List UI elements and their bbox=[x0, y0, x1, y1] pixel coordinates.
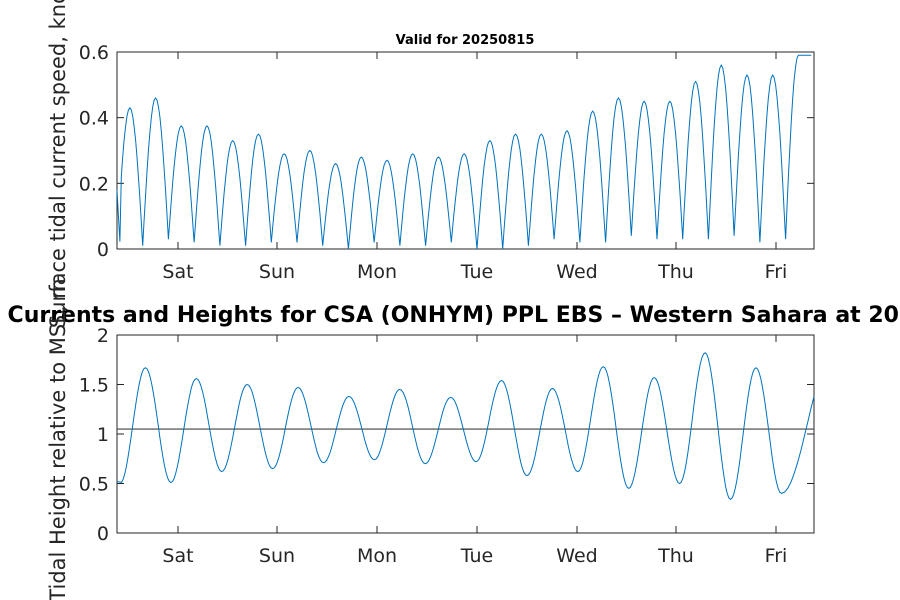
figure-main-title: Tidal Currents and Heights for CSA (ONHY… bbox=[0, 303, 900, 328]
x-tick-label-day: Wed bbox=[556, 545, 597, 567]
y-tick-label: 1 bbox=[97, 424, 109, 446]
y-tick-label: 0.4 bbox=[79, 108, 109, 130]
top-x-ticks: Sat Sun Mon Tue Wed Thu Fri bbox=[162, 52, 787, 283]
x-tick-label-day: Wed bbox=[556, 261, 597, 283]
top-y-axis-label: Surface tidal current speed, knots bbox=[46, 0, 70, 328]
x-tick-label-day: Fri bbox=[765, 545, 788, 567]
x-tick-label-day: Mon bbox=[357, 261, 397, 283]
top-y-ticks: 0 0.2 0.4 0.6 bbox=[79, 42, 814, 261]
bottom-y-ticks: 0 0.5 1 1.5 2 bbox=[79, 325, 814, 545]
tidal-height-panel: 0 0.5 1 1.5 2 Sat Sun Mon Tue Wed Thu Fri Tidal He… bbox=[46, 278, 815, 600]
y-tick-label: 0 bbox=[97, 523, 109, 545]
y-tick-label: 2 bbox=[97, 325, 109, 347]
top-axes-box bbox=[116, 51, 815, 250]
y-tick-label: 1.5 bbox=[79, 375, 109, 397]
x-tick-label-day: Mon bbox=[357, 545, 397, 567]
x-tick-label-day: Thu bbox=[657, 261, 694, 283]
y-tick-label: 0.5 bbox=[79, 474, 109, 496]
x-tick-label-day: Sun bbox=[259, 545, 295, 567]
bottom-x-ticks: Sat Sun Mon Tue Wed Thu Fri bbox=[162, 335, 787, 567]
y-tick-label: 0 bbox=[97, 239, 109, 261]
bottom-y-axis-label: Tidal Height relative to MSL, m bbox=[46, 278, 70, 600]
top-chart-title: Valid for 20250815 bbox=[396, 33, 535, 48]
x-tick-label-day: Sun bbox=[259, 261, 295, 283]
x-tick-label-day: Sat bbox=[162, 545, 193, 567]
x-tick-label-day: Thu bbox=[657, 545, 694, 567]
x-tick-label-day: Fri bbox=[765, 261, 788, 283]
x-tick-label-day: Tue bbox=[460, 545, 493, 567]
current-speed-series-line bbox=[116, 54, 812, 250]
x-tick-label-day: Tue bbox=[460, 261, 493, 283]
y-tick-label: 0.2 bbox=[79, 173, 109, 195]
tidal-height-series-line bbox=[116, 352, 815, 500]
current-speed-panel: Valid for 20250815 0 0.2 0.4 0.6 Sat Sun Mon T… bbox=[46, 0, 815, 328]
x-tick-label-day: Sat bbox=[162, 261, 193, 283]
y-tick-label: 0.6 bbox=[79, 42, 109, 64]
